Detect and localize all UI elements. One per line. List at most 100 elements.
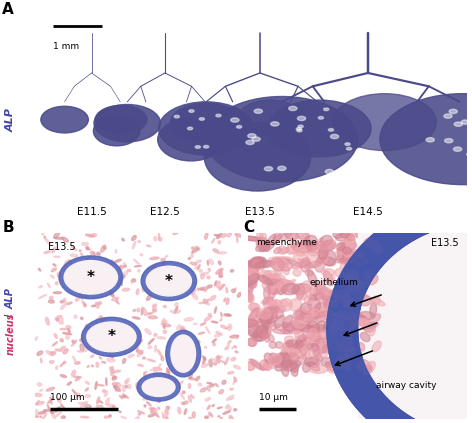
Ellipse shape: [304, 315, 312, 321]
Ellipse shape: [245, 274, 259, 286]
Ellipse shape: [87, 365, 89, 367]
Ellipse shape: [310, 284, 318, 299]
Ellipse shape: [128, 385, 131, 389]
Ellipse shape: [389, 295, 397, 302]
Ellipse shape: [367, 230, 375, 236]
Ellipse shape: [352, 291, 367, 297]
Ellipse shape: [268, 257, 287, 264]
Ellipse shape: [43, 409, 51, 411]
Ellipse shape: [390, 296, 401, 306]
Ellipse shape: [147, 290, 150, 291]
Ellipse shape: [144, 405, 146, 407]
Ellipse shape: [228, 372, 234, 374]
Polygon shape: [327, 202, 446, 423]
Ellipse shape: [170, 354, 175, 360]
Ellipse shape: [360, 356, 373, 368]
Ellipse shape: [76, 393, 81, 397]
Ellipse shape: [257, 231, 263, 242]
Ellipse shape: [345, 233, 355, 247]
Ellipse shape: [320, 287, 330, 297]
Ellipse shape: [216, 268, 223, 274]
Ellipse shape: [294, 317, 301, 322]
Ellipse shape: [364, 260, 377, 264]
Ellipse shape: [63, 361, 66, 364]
Ellipse shape: [125, 385, 128, 388]
Ellipse shape: [236, 335, 239, 339]
Ellipse shape: [310, 332, 322, 341]
Ellipse shape: [402, 298, 417, 306]
Ellipse shape: [337, 243, 345, 250]
Ellipse shape: [80, 338, 83, 342]
Ellipse shape: [74, 376, 79, 378]
Ellipse shape: [258, 313, 268, 321]
Ellipse shape: [50, 360, 54, 363]
Ellipse shape: [333, 313, 341, 322]
Ellipse shape: [76, 297, 80, 301]
Ellipse shape: [341, 269, 354, 276]
Ellipse shape: [235, 351, 238, 353]
Text: nucleus: nucleus: [5, 313, 16, 355]
Ellipse shape: [287, 353, 299, 364]
Ellipse shape: [216, 114, 221, 117]
Ellipse shape: [336, 250, 347, 263]
Ellipse shape: [273, 357, 284, 367]
Ellipse shape: [376, 306, 385, 321]
Ellipse shape: [294, 348, 310, 359]
Ellipse shape: [306, 319, 319, 328]
Ellipse shape: [323, 325, 335, 333]
Ellipse shape: [344, 355, 351, 371]
Ellipse shape: [106, 378, 107, 385]
Ellipse shape: [216, 356, 222, 359]
Ellipse shape: [384, 313, 397, 321]
Ellipse shape: [360, 255, 371, 261]
Ellipse shape: [148, 382, 152, 386]
Ellipse shape: [223, 411, 230, 414]
Ellipse shape: [339, 320, 355, 331]
Ellipse shape: [264, 312, 278, 324]
Ellipse shape: [112, 376, 117, 380]
Ellipse shape: [60, 300, 64, 303]
Ellipse shape: [97, 406, 104, 409]
Ellipse shape: [363, 311, 381, 319]
Ellipse shape: [213, 249, 219, 253]
Ellipse shape: [353, 252, 365, 256]
Ellipse shape: [230, 269, 234, 272]
Ellipse shape: [318, 116, 323, 119]
Ellipse shape: [262, 327, 269, 336]
Ellipse shape: [143, 288, 146, 291]
Ellipse shape: [265, 307, 278, 319]
Ellipse shape: [177, 310, 181, 313]
Ellipse shape: [221, 325, 226, 328]
Ellipse shape: [304, 287, 315, 297]
Ellipse shape: [310, 365, 328, 374]
Ellipse shape: [346, 234, 355, 241]
Ellipse shape: [60, 328, 67, 330]
Ellipse shape: [321, 286, 333, 296]
Ellipse shape: [207, 261, 209, 265]
Text: ALP: ALP: [5, 109, 16, 132]
Ellipse shape: [210, 296, 216, 300]
Ellipse shape: [461, 120, 470, 124]
Ellipse shape: [190, 262, 197, 265]
Ellipse shape: [201, 323, 206, 325]
Text: 10 μm: 10 μm: [259, 393, 287, 402]
Ellipse shape: [218, 252, 226, 254]
Ellipse shape: [174, 307, 178, 313]
Ellipse shape: [321, 269, 335, 276]
Ellipse shape: [185, 318, 194, 321]
Ellipse shape: [255, 261, 264, 268]
Ellipse shape: [337, 341, 354, 352]
Ellipse shape: [342, 344, 351, 353]
Ellipse shape: [303, 243, 311, 247]
Ellipse shape: [276, 342, 283, 348]
Ellipse shape: [109, 290, 114, 297]
Ellipse shape: [324, 301, 331, 308]
Ellipse shape: [323, 270, 333, 286]
Ellipse shape: [235, 233, 243, 237]
Ellipse shape: [57, 398, 61, 402]
Ellipse shape: [326, 275, 335, 282]
Ellipse shape: [275, 361, 292, 371]
Ellipse shape: [273, 299, 281, 306]
Ellipse shape: [317, 250, 329, 263]
Ellipse shape: [293, 322, 305, 332]
